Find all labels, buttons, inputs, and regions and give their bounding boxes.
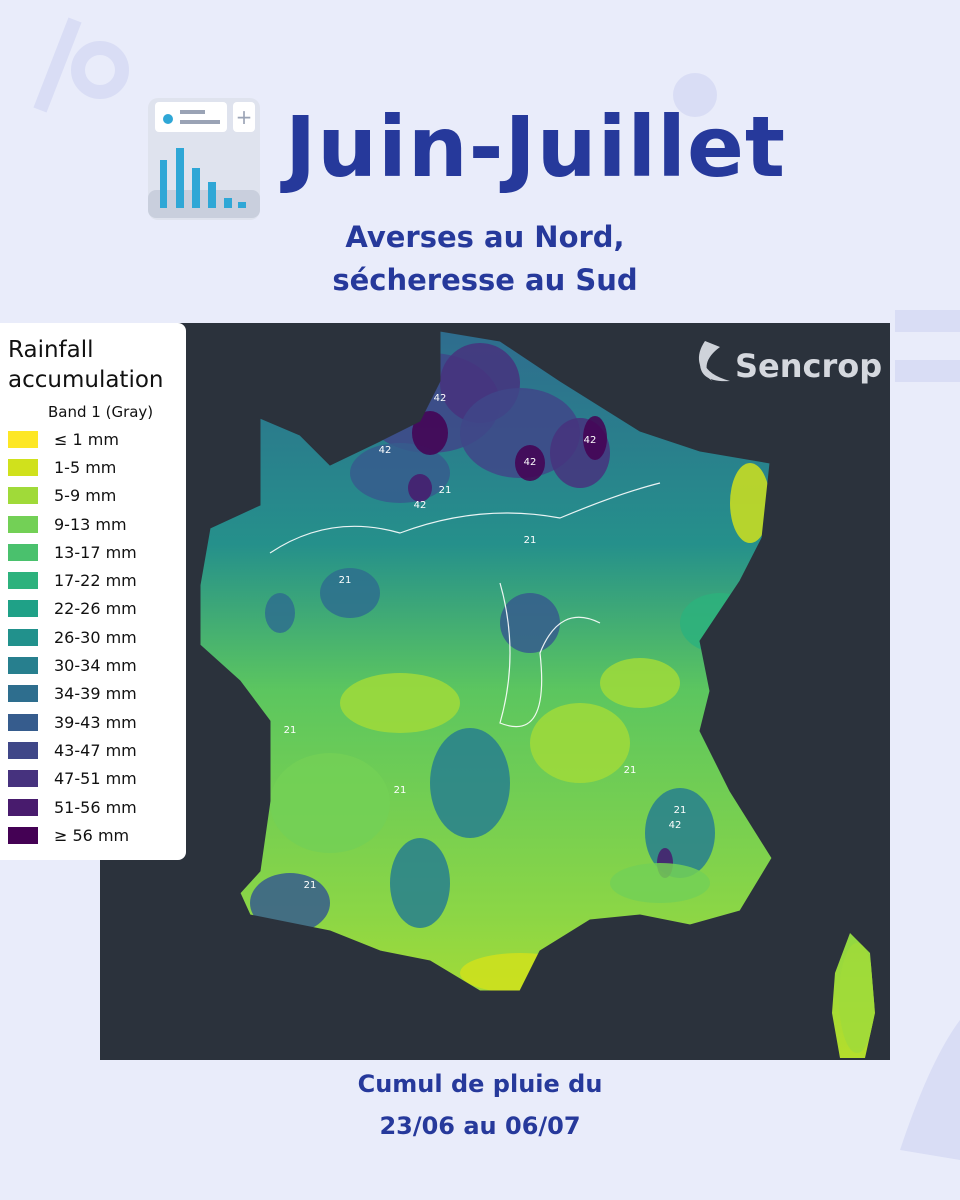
rain-zone [320, 568, 380, 618]
rain-zone [600, 658, 680, 708]
legend-item: 39-43 mm [8, 708, 186, 736]
rain-zone [515, 445, 545, 481]
legend-subtitle: Band 1 (Gray) [48, 403, 154, 421]
rainfall-map: Sencrop 21 21 21 21 21 21 21 21 42 42 42 42 42 42 [100, 323, 890, 1060]
contour-label: 21 [394, 785, 407, 796]
legend-swatch [8, 741, 38, 759]
legend-label: 51-56 mm [54, 797, 137, 817]
contour-label: 21 [304, 880, 317, 891]
legend-label: 1-5 mm [54, 457, 117, 477]
sencrop-logo: Sencrop [698, 341, 882, 385]
rain-zone [500, 593, 560, 653]
contour-label: 21 [674, 805, 687, 816]
rain-zone [340, 673, 460, 733]
legend-swatch [8, 487, 38, 505]
legend-swatch [8, 770, 38, 788]
legend-label: 13-17 mm [54, 542, 137, 562]
contour-line [269, 482, 661, 728]
title: Juin-Juillet [285, 98, 787, 196]
chart-icon: + [148, 98, 260, 220]
legend-swatch [8, 826, 38, 844]
legend-title: Rainfall accumulation [8, 337, 164, 393]
contour-label: 42 [379, 445, 392, 456]
legend-item: 17-22 mm [8, 566, 186, 594]
watermark: Sencrop [735, 347, 882, 385]
legend-label: 17-22 mm [54, 571, 137, 591]
legend-item: 13-17 mm [8, 538, 186, 566]
legend-label: 39-43 mm [54, 712, 137, 732]
rain-zone [270, 753, 390, 853]
rain-zone [839, 943, 875, 1053]
legend-item: 34-39 mm [8, 680, 186, 708]
legend-item: 47-51 mm [8, 765, 186, 793]
contour-label: 42 [434, 393, 447, 404]
legend-label: 43-47 mm [54, 740, 137, 760]
legend-swatch [8, 430, 38, 448]
rain-zone [408, 474, 432, 502]
legend-swatch [8, 572, 38, 590]
footer: 23/06 au 06/07 [379, 1112, 581, 1140]
rain-zone [265, 593, 295, 633]
legend-item: ≤ 1 mm [8, 425, 186, 453]
contour-label: 21 [524, 535, 537, 546]
legend-items: ≤ 1 mm 1-5 mm 5-9 mm 9-13 mm 13-17 mm 17-22 m… [8, 425, 186, 849]
legend-label: 47-51 mm [54, 769, 137, 789]
contour-label: 21 [439, 485, 452, 496]
rain-zone [430, 728, 510, 838]
subtitle: Averses au Nord, [345, 220, 625, 254]
legend-item: 9-13 mm [8, 510, 186, 538]
legend-item: 51-56 mm [8, 793, 186, 821]
legend-swatch [8, 515, 38, 533]
legend-label: 5-9 mm [54, 486, 117, 506]
legend-item: 5-9 mm [8, 482, 186, 510]
rain-zone [250, 873, 330, 933]
rain-zone [530, 703, 630, 783]
legend-label: 34-39 mm [54, 684, 137, 704]
legend-swatch [8, 543, 38, 561]
contour-label: 42 [669, 820, 682, 831]
legend-swatch [8, 798, 38, 816]
contour-label: 21 [339, 575, 352, 586]
legend-swatch [8, 685, 38, 703]
rain-zone [390, 838, 450, 928]
rain-zone [412, 411, 448, 455]
contour-label: 21 [624, 765, 637, 776]
legend-item: 22-26 mm [8, 595, 186, 623]
legend-label: ≤ 1 mm [54, 429, 119, 449]
contour-label: 21 [284, 725, 297, 736]
rain-zone [460, 388, 580, 478]
legend: Rainfall accumulation Band 1 (Gray) ≤ 1 … [0, 323, 186, 860]
contour-label: 42 [524, 457, 537, 468]
svg-text:+: + [236, 105, 253, 129]
legend-label: 30-34 mm [54, 656, 137, 676]
rain-zone [730, 463, 770, 543]
legend-label: ≥ 56 mm [54, 825, 130, 845]
legend-item: 26-30 mm [8, 623, 186, 651]
legend-swatch [8, 628, 38, 646]
legend-swatch [8, 458, 38, 476]
rain-zone [583, 416, 607, 460]
footer: Cumul de pluie du [357, 1070, 603, 1098]
legend-item: 1-5 mm [8, 453, 186, 481]
legend-label: 26-30 mm [54, 627, 137, 647]
legend-item: 30-34 mm [8, 651, 186, 679]
contour-label: 42 [414, 500, 427, 511]
contour-label: 42 [584, 435, 597, 446]
legend-swatch [8, 657, 38, 675]
legend-swatch [8, 713, 38, 731]
legend-swatch [8, 600, 38, 618]
legend-label: 9-13 mm [54, 514, 127, 534]
legend-item: 43-47 mm [8, 736, 186, 764]
legend-label: 22-26 mm [54, 599, 137, 619]
legend-item: ≥ 56 mm [8, 821, 186, 849]
rain-zone [610, 863, 710, 903]
subtitle: sécheresse au Sud [332, 263, 638, 297]
